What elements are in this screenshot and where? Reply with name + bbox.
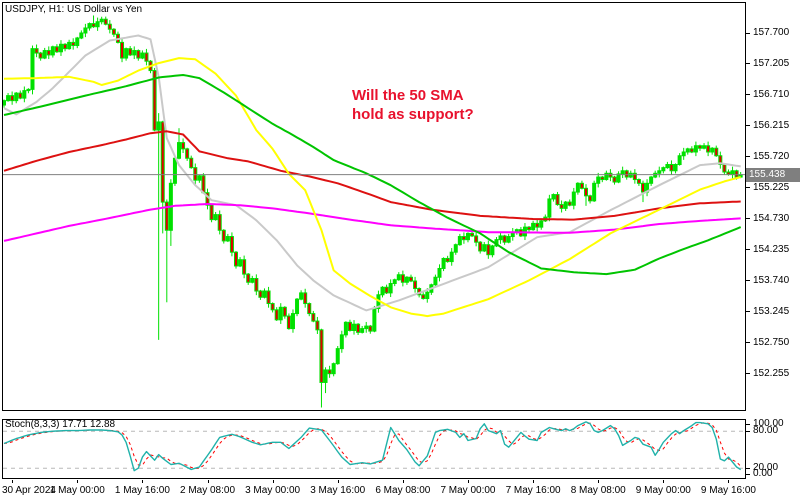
- time-tick-mark: [77, 480, 79, 483]
- annotation-text: Will the 50 SMA hold as support?: [352, 86, 474, 124]
- time-tick-mark: [402, 480, 404, 483]
- time-tick-label: 2 May 08:00: [179, 485, 236, 496]
- price-tick-mark: [746, 280, 750, 282]
- price-tick-label: 156.215: [753, 119, 790, 131]
- price-tick-label: 154.730: [753, 212, 790, 224]
- price-tick-label: 156.710: [753, 88, 790, 100]
- stochastic-indicator-label: Stoch(8,3,3) 17.71 12.88: [5, 419, 116, 430]
- ma-green-50: [3, 74, 742, 276]
- time-tick-mark: [207, 480, 209, 483]
- time-tick-mark: [728, 480, 730, 483]
- ma-yellow: [3, 57, 741, 318]
- price-tick-mark: [746, 187, 750, 189]
- stochastic-pane[interactable]: [0, 418, 747, 480]
- price-tick-label: 155.225: [753, 181, 790, 193]
- ma-red-100: [3, 130, 741, 221]
- price-tick-label: 152.750: [753, 336, 790, 348]
- time-tick-label: 3 May 16:00: [310, 485, 366, 496]
- price-tick-label: 157.205: [753, 57, 790, 69]
- stoch-signal-line: [3, 422, 742, 469]
- price-tick-mark: [746, 311, 750, 313]
- time-tick-label: 1 May 00:00: [49, 485, 105, 496]
- stoch-tick-mark: [746, 468, 750, 469]
- time-tick-label: 30 Apr 2024: [2, 485, 56, 496]
- stoch-main-line: [3, 421, 742, 472]
- ma-gray-fast: [3, 34, 741, 312]
- price-tick-label: 157.700: [753, 27, 790, 38]
- time-tick-mark: [337, 480, 339, 483]
- price-tick-mark: [746, 125, 750, 127]
- time-tick-label: 1 May 16:00: [114, 485, 170, 496]
- price-tick-mark: [746, 63, 750, 65]
- stoch-tick-label: 100.00: [753, 418, 784, 429]
- stoch-tick-label: 80.00: [753, 425, 779, 436]
- time-tick-mark: [142, 480, 144, 483]
- time-tick-label: 3 May 00:00: [245, 485, 301, 496]
- price-pane-frame: [2, 2, 746, 411]
- chart-title: USDJPY, H1: US Dollar vs Yen: [5, 4, 143, 15]
- time-tick-label: 9 May 16:00: [700, 485, 756, 496]
- time-tick-mark: [272, 480, 274, 483]
- time-tick-label: 7 May 16:00: [505, 485, 561, 496]
- price-tick-mark: [746, 156, 750, 158]
- price-tick-label: 152.255: [753, 367, 790, 379]
- annotation-line1: Will the 50 SMA: [352, 87, 464, 104]
- price-tick-label: 154.235: [753, 243, 790, 255]
- time-tick-mark: [467, 480, 469, 483]
- time-tick-mark: [12, 480, 14, 483]
- stoch-tick-mark: [746, 424, 750, 425]
- price-tick-label: 153.245: [753, 305, 790, 317]
- annotation-line2: hold as support?: [352, 106, 474, 123]
- time-tick-label: 8 May 08:00: [570, 485, 626, 496]
- price-tick-label: 153.740: [753, 274, 790, 286]
- price-tick-mark: [746, 218, 750, 220]
- stoch-tick-mark: [746, 431, 750, 432]
- price-tick-label: 155.720: [753, 150, 790, 162]
- time-tick-label: 7 May 00:00: [440, 485, 496, 496]
- price-tick-mark: [746, 94, 750, 96]
- price-tick-mark: [746, 32, 750, 34]
- time-tick-mark: [663, 480, 665, 483]
- price-tick-mark: [746, 342, 750, 344]
- current-price-tag: 155.438: [746, 167, 800, 182]
- time-tick-mark: [533, 480, 535, 483]
- stoch-tick-label: 0.00: [753, 468, 773, 479]
- time-tick-label: 9 May 00:00: [635, 485, 691, 496]
- time-tick-mark: [598, 480, 600, 483]
- price-tick-mark: [746, 373, 750, 375]
- time-tick-label: 6 May 08:00: [375, 485, 431, 496]
- price-chart-pane[interactable]: [0, 0, 747, 413]
- price-tick-mark: [746, 249, 750, 251]
- stoch-tick-label: 20.00: [753, 462, 779, 473]
- stoch-tick-mark: [746, 474, 750, 475]
